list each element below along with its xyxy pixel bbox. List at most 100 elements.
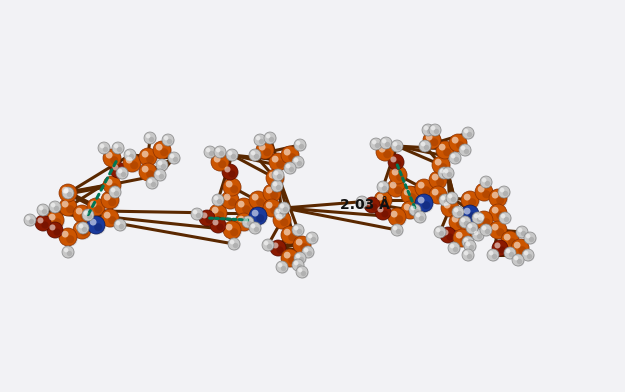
Circle shape <box>446 192 458 204</box>
Circle shape <box>206 216 212 223</box>
Circle shape <box>298 267 309 279</box>
Circle shape <box>41 221 49 229</box>
Circle shape <box>228 150 239 162</box>
Circle shape <box>288 256 296 264</box>
Circle shape <box>461 218 466 222</box>
Circle shape <box>465 241 477 252</box>
Circle shape <box>103 176 121 194</box>
Circle shape <box>78 223 89 234</box>
Circle shape <box>42 209 48 214</box>
Circle shape <box>379 183 383 187</box>
Circle shape <box>211 206 228 223</box>
Circle shape <box>271 180 283 192</box>
Circle shape <box>463 128 474 140</box>
Circle shape <box>80 212 88 220</box>
Circle shape <box>276 261 288 273</box>
Circle shape <box>77 222 89 234</box>
Circle shape <box>155 170 167 181</box>
Circle shape <box>434 129 439 134</box>
Circle shape <box>148 178 159 190</box>
Circle shape <box>492 192 499 198</box>
Circle shape <box>276 214 282 221</box>
Circle shape <box>289 167 294 172</box>
Circle shape <box>444 202 451 209</box>
Circle shape <box>477 217 482 222</box>
Circle shape <box>49 201 61 213</box>
Circle shape <box>278 202 290 214</box>
Circle shape <box>467 254 472 259</box>
Circle shape <box>73 205 91 223</box>
Circle shape <box>229 239 241 250</box>
Circle shape <box>212 194 224 206</box>
Circle shape <box>118 169 122 173</box>
Circle shape <box>472 229 484 241</box>
Circle shape <box>282 207 288 212</box>
Circle shape <box>217 199 222 204</box>
Circle shape <box>109 186 121 198</box>
Circle shape <box>409 204 421 216</box>
Circle shape <box>452 216 459 223</box>
Circle shape <box>385 142 390 147</box>
Circle shape <box>225 223 242 240</box>
Circle shape <box>387 179 405 197</box>
Circle shape <box>377 181 389 193</box>
Circle shape <box>224 166 231 172</box>
Circle shape <box>366 199 381 214</box>
Circle shape <box>381 138 392 150</box>
Circle shape <box>500 213 512 225</box>
Circle shape <box>281 146 299 164</box>
Circle shape <box>429 124 441 136</box>
Circle shape <box>429 186 447 204</box>
Circle shape <box>160 148 168 156</box>
Circle shape <box>259 144 266 151</box>
Circle shape <box>75 223 92 240</box>
Circle shape <box>263 184 281 202</box>
Circle shape <box>438 167 450 179</box>
Circle shape <box>106 179 112 185</box>
Circle shape <box>47 222 63 238</box>
Circle shape <box>425 133 442 150</box>
Circle shape <box>478 214 484 221</box>
Circle shape <box>62 201 69 207</box>
Circle shape <box>274 207 286 219</box>
Circle shape <box>206 148 211 152</box>
Circle shape <box>112 142 124 154</box>
Circle shape <box>438 143 455 160</box>
Circle shape <box>250 223 262 234</box>
Circle shape <box>276 247 284 254</box>
Circle shape <box>394 186 402 194</box>
Circle shape <box>443 168 454 180</box>
Circle shape <box>392 142 398 146</box>
Circle shape <box>518 227 529 239</box>
Circle shape <box>242 220 250 228</box>
Circle shape <box>503 191 508 196</box>
Circle shape <box>378 182 389 194</box>
Circle shape <box>293 260 304 272</box>
Circle shape <box>256 198 264 206</box>
Circle shape <box>404 189 411 196</box>
Circle shape <box>308 234 312 238</box>
Circle shape <box>281 249 299 267</box>
Circle shape <box>377 205 392 221</box>
Circle shape <box>500 188 504 192</box>
Circle shape <box>66 191 74 199</box>
Circle shape <box>482 226 486 230</box>
Circle shape <box>492 207 499 214</box>
Circle shape <box>281 266 286 271</box>
Circle shape <box>141 165 158 182</box>
Circle shape <box>164 136 168 140</box>
Circle shape <box>272 169 284 181</box>
Circle shape <box>392 225 404 237</box>
Circle shape <box>441 196 446 200</box>
Circle shape <box>499 212 511 224</box>
Circle shape <box>61 230 78 247</box>
Circle shape <box>254 134 266 146</box>
Circle shape <box>464 251 468 255</box>
Circle shape <box>509 252 514 257</box>
Circle shape <box>432 189 439 196</box>
Circle shape <box>392 141 404 152</box>
Circle shape <box>436 193 444 201</box>
Circle shape <box>420 141 432 152</box>
Circle shape <box>59 228 77 246</box>
Circle shape <box>463 237 474 249</box>
